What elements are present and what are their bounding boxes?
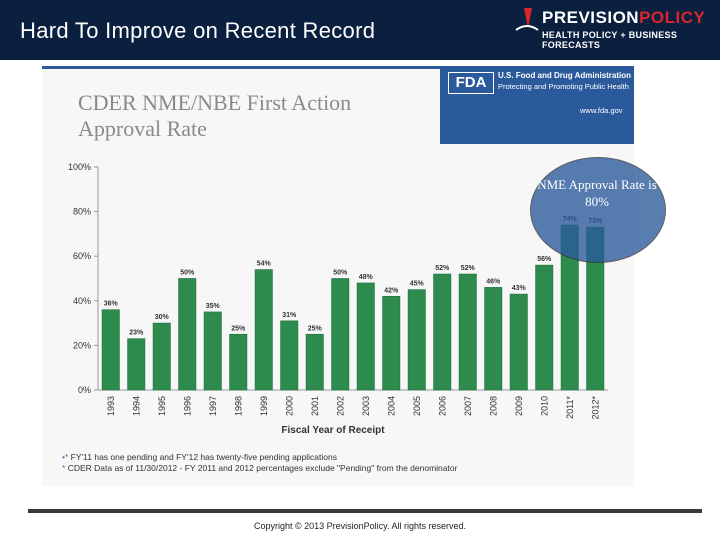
approval-rate-callout xyxy=(530,157,666,263)
x-tick-label: 2008 xyxy=(488,396,498,416)
x-tick-label: 1998 xyxy=(233,396,243,416)
fda-banner xyxy=(440,66,634,144)
bar xyxy=(127,338,146,391)
bar-value-label: 25% xyxy=(231,325,246,332)
x-tick-label: 2003 xyxy=(361,396,371,416)
bar-value-label: 25% xyxy=(308,325,323,332)
callout-text: NME Approval Rate is 80% xyxy=(537,177,657,209)
logo-mark-icon xyxy=(515,8,539,31)
bar-value-label: 52% xyxy=(461,265,476,272)
bar-value-label: 46% xyxy=(486,278,501,285)
x-tick-label: 2000 xyxy=(284,396,294,416)
bar xyxy=(433,273,452,391)
bar-value-label: 43% xyxy=(512,285,527,292)
x-tick-label: 2007 xyxy=(463,396,473,416)
prevision-policy-logo: PREVISIONPOLICY HEALTH POLICY + BUSINESS… xyxy=(514,6,714,52)
bar xyxy=(178,278,197,391)
bar xyxy=(152,322,171,391)
bar-value-label: 30% xyxy=(155,314,170,321)
bar-value-label: 42% xyxy=(384,287,399,294)
chart-notes: •* FY'11 has one pending and FY'12 has t… xyxy=(62,452,457,474)
y-tick-label: 40% xyxy=(73,296,91,306)
x-tick-label: 1997 xyxy=(208,396,218,416)
x-tick-label: 2012* xyxy=(590,396,600,420)
bar xyxy=(382,296,401,391)
bar-value-label: 45% xyxy=(410,281,425,288)
bar xyxy=(535,264,554,391)
x-tick-label: 2005 xyxy=(412,396,422,416)
copyright-text: Copyright © 2013 PrevisionPolicy. All ri… xyxy=(253,521,467,531)
bar-value-label: 31% xyxy=(282,312,297,319)
x-tick-label: 1995 xyxy=(157,396,167,416)
slide-title: Hard To Improve on Recent Record xyxy=(20,18,376,43)
fda-agency-name: U.S. Food and Drug Administration xyxy=(498,71,632,80)
bar-chart: 0% 20% 40% 60% 80% 100% 36% 1993 23% 1994 30% 1995 5… xyxy=(68,162,608,436)
bar-value-label: 50% xyxy=(333,270,348,277)
y-tick-label: 0% xyxy=(78,385,91,395)
bar-value-label: 23% xyxy=(129,330,144,337)
x-tick-label: 2010 xyxy=(539,396,549,416)
footer-rule xyxy=(28,509,702,513)
bar-value-label: 35% xyxy=(206,303,221,310)
x-tick-label: 2004 xyxy=(386,396,396,416)
bar xyxy=(458,273,477,391)
fda-url: www.fda.gov xyxy=(580,106,623,115)
logo-tagline: HEALTH POLICY + BUSINESS FORECASTS xyxy=(542,30,678,50)
bar xyxy=(305,333,324,391)
bar xyxy=(484,287,503,391)
bar xyxy=(509,293,528,391)
y-tick-label: 100% xyxy=(68,162,91,172)
bar xyxy=(280,320,299,391)
bar xyxy=(331,278,350,391)
fda-logo: FDA xyxy=(448,72,494,94)
x-tick-label: 2002 xyxy=(335,396,345,416)
bar-value-label: 36% xyxy=(104,301,119,308)
x-tick-label: 1999 xyxy=(259,396,269,416)
bar xyxy=(203,311,222,391)
bar-value-label: 48% xyxy=(359,274,374,281)
x-tick-label: 2006 xyxy=(437,396,447,416)
logo-name: PREVISIONPOLICY xyxy=(542,8,706,27)
bar xyxy=(254,269,273,391)
x-tick-label: 2011* xyxy=(565,396,575,419)
x-axis-label: Fiscal Year of Receipt xyxy=(281,425,385,436)
bar-value-label: 52% xyxy=(435,265,450,272)
note-1: •* FY'11 has one pending and FY'12 has t… xyxy=(62,452,337,462)
y-tick-label: 20% xyxy=(73,340,91,350)
x-tick-label: 2001 xyxy=(310,396,320,416)
bar-value-label: 54% xyxy=(257,261,272,268)
x-tick-label: 1994 xyxy=(131,396,141,416)
slide-top-rule xyxy=(42,66,440,69)
y-tick-label: 80% xyxy=(73,207,91,217)
bar xyxy=(101,309,120,391)
x-tick-label: 1993 xyxy=(106,396,116,416)
header-bar: Hard To Improve on Recent Record PREVISI… xyxy=(0,0,720,60)
bar-value-label: 50% xyxy=(180,270,195,277)
fda-motto: Protecting and Promoting Public Health xyxy=(498,82,629,91)
bar xyxy=(356,282,375,391)
x-tick-label: 1996 xyxy=(182,396,192,416)
bar-value-label: 56% xyxy=(537,256,552,263)
x-tick-label: 2009 xyxy=(514,396,524,416)
chart-title: CDER NME/NBE First Action Approval Rate xyxy=(78,90,352,141)
bar xyxy=(407,289,426,391)
y-tick-label: 60% xyxy=(73,251,91,261)
note-2: * CDER Data as of 11/30/2012 - FY 2011 a… xyxy=(62,463,458,473)
bar xyxy=(229,333,248,391)
